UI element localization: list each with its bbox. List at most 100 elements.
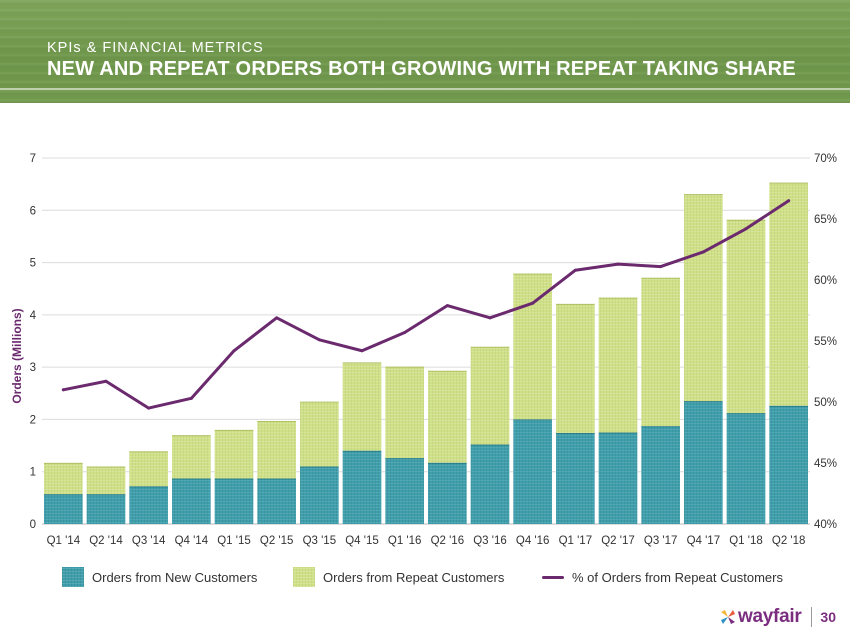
legend-swatch-new <box>62 567 84 587</box>
x-tick-label: Q1 '14 <box>47 535 81 547</box>
bar-repeat-customers <box>172 435 211 479</box>
wayfair-logo: wayfair <box>738 606 802 627</box>
x-tick-label: Q3 '15 <box>303 535 337 547</box>
bar-repeat-customers <box>342 362 382 451</box>
y-tick-label: 5 <box>30 258 36 270</box>
legend-label-share: % of Orders from Repeat Customers <box>572 569 783 585</box>
bar-new-customers <box>129 486 168 524</box>
repeat-share-point <box>573 268 577 272</box>
bar-new-customers <box>385 458 424 524</box>
x-tick-label: Q1 '16 <box>388 535 422 547</box>
x-tick-label: Q4 '17 <box>687 535 721 547</box>
bar-new-customers <box>470 444 510 524</box>
legend-line-share <box>542 575 564 579</box>
repeat-share-point <box>360 349 364 353</box>
y2-tick-label: 65% <box>814 214 837 226</box>
page-number: 30 <box>820 609 836 625</box>
x-tick-label: Q4 '15 <box>345 535 379 547</box>
x-tick-label: Q2 '16 <box>431 535 465 547</box>
x-tick-label: Q2 '14 <box>89 535 123 547</box>
repeat-share-point <box>488 316 492 320</box>
x-tick-label: Q4 '16 <box>516 535 550 547</box>
legend-item-share: % of Orders from Repeat Customers <box>542 566 783 588</box>
bar-repeat-customers <box>257 420 296 479</box>
bar-new-customers <box>172 478 211 524</box>
bar-repeat-customers <box>300 401 339 467</box>
y-tick-label: 0 <box>30 519 36 531</box>
bar-repeat-customers <box>385 366 424 459</box>
x-tick-label: Q3 '14 <box>132 535 166 547</box>
footer-divider <box>811 607 813 627</box>
x-tick-label: Q2 '18 <box>772 535 806 547</box>
legend-item-repeat: Orders from Repeat Customers <box>293 566 504 588</box>
x-tick-label: Q2 '17 <box>601 535 635 547</box>
repeat-share-point <box>61 388 65 392</box>
footer: wayfair 30 <box>721 605 836 629</box>
bar-series <box>44 182 808 524</box>
slide-title: NEW AND REPEAT ORDERS BOTH GROWING WITH … <box>47 58 796 80</box>
legend-label-new: Orders from New Customers <box>92 569 258 585</box>
y-tick-label: 6 <box>30 205 36 217</box>
y-axis-label: Orders (Millions) <box>10 308 24 403</box>
bar-repeat-customers <box>86 466 126 495</box>
bar-new-customers <box>684 401 723 524</box>
bar-new-customers <box>86 494 126 524</box>
repeat-share-point <box>104 379 108 383</box>
repeat-share-point <box>659 265 663 269</box>
x-tick-label: Q1 '17 <box>559 535 593 547</box>
bar-new-customers <box>257 478 296 524</box>
y2-tick-label: 40% <box>814 519 837 531</box>
x-tick-label: Q1 '15 <box>217 535 251 547</box>
y2-tick-label: 50% <box>814 397 837 409</box>
legend-item-new: Orders from New Customers <box>62 566 257 588</box>
repeat-share-point <box>744 227 748 231</box>
bar-new-customers <box>598 432 638 524</box>
bar-repeat-customers <box>44 462 83 495</box>
bar-new-customers <box>428 462 467 524</box>
bar-repeat-customers <box>513 273 552 420</box>
y2-tick-label: 45% <box>814 458 837 470</box>
bar-repeat-customers <box>214 429 254 479</box>
repeat-share-point <box>531 301 535 305</box>
header-rule <box>0 88 850 90</box>
section-kicker: KPIs & FINANCIAL METRICS <box>47 40 264 56</box>
bar-new-customers <box>769 405 808 524</box>
x-tick-label: Q3 '16 <box>473 535 507 547</box>
repeat-share-point <box>787 199 791 203</box>
repeat-share-point <box>403 330 407 334</box>
x-axis-ticks: Q1 '14 Q2 '14 Q3 '14 Q4 '14 Q1 '15 Q2 '15 Q3 '… <box>47 535 806 547</box>
x-tick-label: Q2 '15 <box>260 535 294 547</box>
repeat-share-point <box>147 406 151 410</box>
right-axis-ticks: 40% 45% 50% 55% 60% 65% 70% <box>814 153 837 531</box>
wood-texture <box>0 0 850 103</box>
left-axis-ticks: 0 1 2 3 4 5 6 7 <box>30 153 37 531</box>
header-banner: KPIs & FINANCIAL METRICS NEW AND REPEAT … <box>0 0 850 103</box>
bar-repeat-customers <box>684 194 723 402</box>
bar-repeat-customers <box>556 303 595 434</box>
y-tick-label: 1 <box>30 467 36 479</box>
bar-repeat-customers <box>598 297 638 433</box>
legend-swatch-repeat <box>293 567 315 587</box>
line-series <box>61 199 791 410</box>
bar-repeat-customers <box>129 451 168 487</box>
repeat-share-line <box>61 199 791 410</box>
y-tick-label: 2 <box>30 414 36 426</box>
repeat-share-point <box>189 396 193 400</box>
wayfair-pinwheel-icon <box>721 610 736 624</box>
bar-new-customers <box>214 478 254 524</box>
y2-tick-label: 70% <box>814 153 837 165</box>
bar-new-customers <box>342 450 382 524</box>
bar-repeat-customers <box>769 182 808 406</box>
gridlines <box>42 157 810 525</box>
bar-repeat-customers <box>428 370 467 463</box>
bar-new-customers <box>44 494 83 524</box>
y2-tick-label: 55% <box>814 336 837 348</box>
y-tick-label: 3 <box>30 362 36 374</box>
repeat-share-point <box>445 304 449 308</box>
bar-repeat-customers <box>470 346 510 445</box>
repeat-share-point <box>232 349 236 353</box>
bar-repeat-customers <box>726 219 766 414</box>
y2-tick-label: 60% <box>814 275 837 287</box>
bar-new-customers <box>641 426 680 524</box>
